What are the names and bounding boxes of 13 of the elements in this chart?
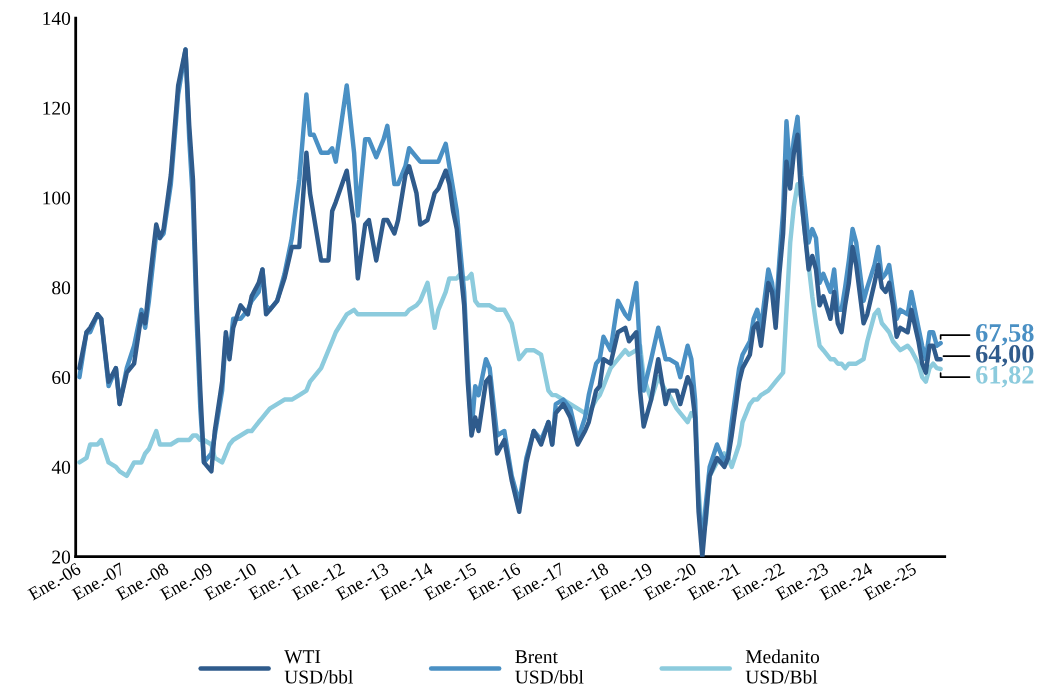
y-tick-label: 120 [43,101,71,115]
y-tick-label: 20 [52,550,71,564]
y-tick-label: 80 [52,281,71,295]
legend-label: Medanito USD/Bbl [745,649,820,684]
y-tick-label: 140 [43,11,71,26]
y-tick-label: 100 [43,191,71,205]
annotation: 61,82 [976,365,1034,388]
y-tick-label: 60 [52,370,71,385]
annotation: 67,58 [976,323,1034,346]
legend-label: WTI USD/bbl [284,650,353,684]
legend-label: Brent USD/bbl [515,650,584,684]
annotation: 64,00 [976,344,1034,367]
y-tick-label: 40 [51,460,71,474]
